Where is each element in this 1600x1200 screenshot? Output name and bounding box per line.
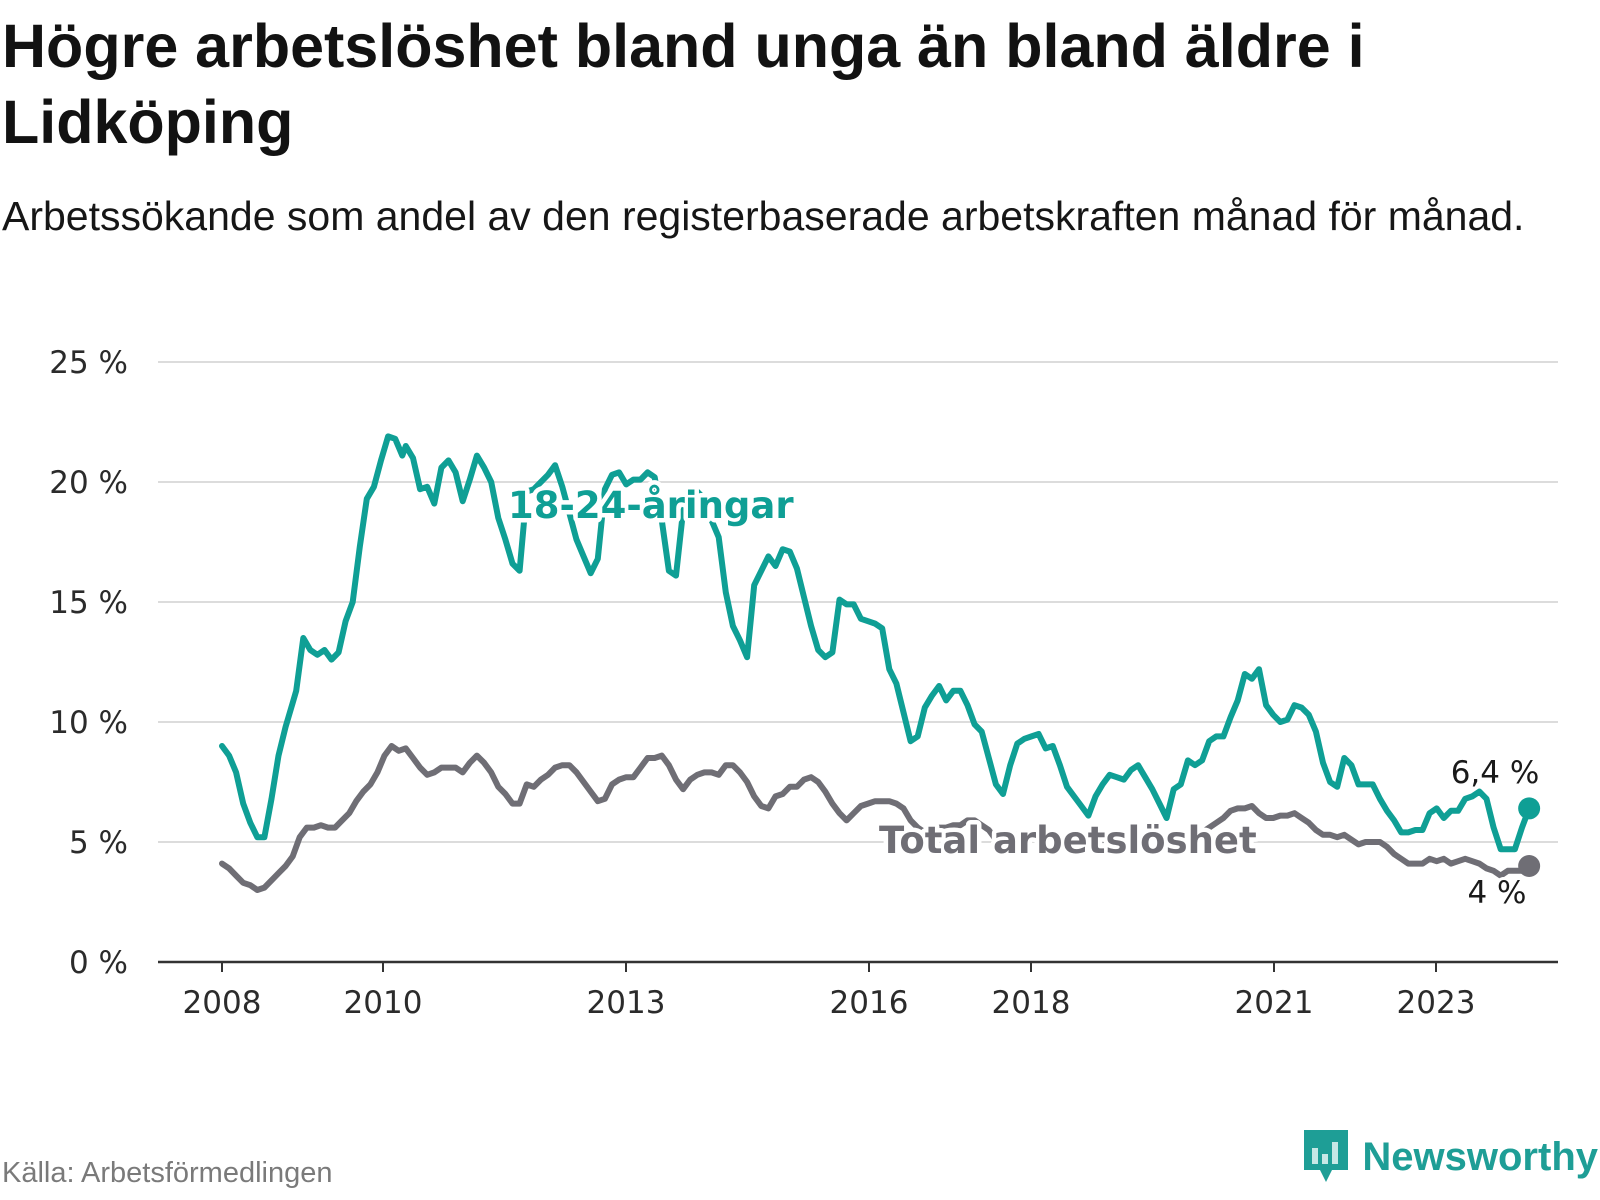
youth-end-label: 6,4 % bbox=[1451, 755, 1540, 791]
series-lines bbox=[219, 433, 1541, 893]
total-end-label: 4 % bbox=[1467, 875, 1526, 911]
y-axis-labels: 0 % 5 % 10 % 15 % 20 % 25 % bbox=[49, 345, 128, 981]
x-tick-label: 2013 bbox=[587, 985, 666, 1021]
series-labels: 18-24-åringar Total arbetslöshet 6,4 % 4 % bbox=[504, 480, 1543, 915]
x-tick-label: 2023 bbox=[1397, 985, 1476, 1021]
x-tick-label: 2016 bbox=[830, 985, 909, 1021]
x-tick-label: 2010 bbox=[344, 985, 423, 1021]
y-tick-label: 5 % bbox=[69, 825, 128, 861]
total-series-line bbox=[219, 743, 1533, 893]
y-tick-label: 10 % bbox=[49, 705, 128, 741]
youth-series-label: 18-24-åringar bbox=[508, 484, 794, 527]
chart-title: Högre arbetslöshet bland unga än bland ä… bbox=[2, 12, 1365, 156]
source-note: Källa: Arbetsförmedlingen bbox=[2, 1157, 333, 1189]
gridlines bbox=[158, 361, 1558, 843]
y-tick-label: 20 % bbox=[49, 465, 128, 501]
brand-logo: Newsworthy bbox=[1300, 1128, 1598, 1186]
chart-subtitle: Arbetssökande som andel av den registerb… bbox=[2, 193, 1525, 239]
x-tick-label: 2021 bbox=[1235, 985, 1314, 1021]
y-tick-label: 0 % bbox=[69, 945, 128, 981]
total-series-label: Total arbetslöshet bbox=[879, 819, 1257, 862]
youth-series-line bbox=[219, 433, 1533, 853]
line-chart: 0 %5 %10 %15 %20 %25 % 2008 2010 2013 2016 2… bbox=[49, 345, 1558, 1021]
y-tick-label: 15 % bbox=[49, 585, 128, 621]
y-tick-label: 25 % bbox=[49, 345, 128, 381]
x-tick-label: 2018 bbox=[992, 985, 1071, 1021]
newsworthy-logo-icon bbox=[1304, 1130, 1349, 1182]
brand-name: Newsworthy bbox=[1362, 1134, 1598, 1179]
x-axis: 2008 2010 2013 2016 2018 2021 2023 bbox=[158, 960, 1558, 1021]
x-tick-label: 2008 bbox=[183, 985, 262, 1021]
youth-end-marker bbox=[1518, 797, 1541, 820]
total-end-marker bbox=[1518, 855, 1541, 877]
